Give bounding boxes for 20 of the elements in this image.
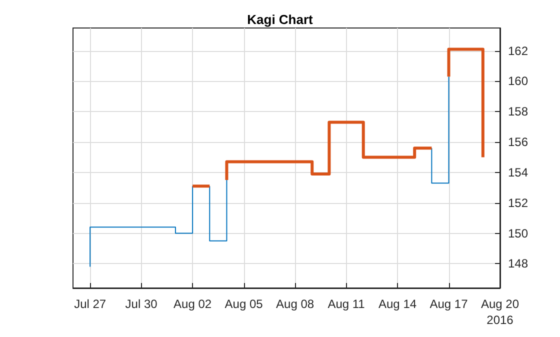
x-tick-label: Jul 27 xyxy=(74,297,106,311)
x-tick-label: Aug 02 xyxy=(174,297,212,311)
y-tick-label: 154 xyxy=(508,165,528,180)
x-tick-label: Aug 20 2016 xyxy=(480,297,520,327)
y-tick-label: 152 xyxy=(508,196,528,210)
x-tick-label: Aug 11 xyxy=(328,297,366,311)
y-tick-label: 162 xyxy=(508,44,528,58)
chart-title: Kagi Chart xyxy=(247,12,314,27)
x-tick-label: Aug 17 xyxy=(430,297,468,311)
x-tick-label: Aug 14 xyxy=(378,297,417,311)
x-tick-label: Jul 30 xyxy=(125,297,158,311)
x-tick-label: Aug 08 xyxy=(276,297,314,311)
line-series xyxy=(90,186,194,268)
y-tick-label: 158 xyxy=(508,104,528,119)
y-tick-label: 148 xyxy=(508,256,528,271)
y-tick-label: 160 xyxy=(508,74,528,88)
y-tick-label: 156 xyxy=(508,135,528,150)
y-tick-label: 150 xyxy=(508,226,528,240)
line-series xyxy=(225,120,434,182)
x-tick-label: Aug 05 xyxy=(224,297,264,311)
